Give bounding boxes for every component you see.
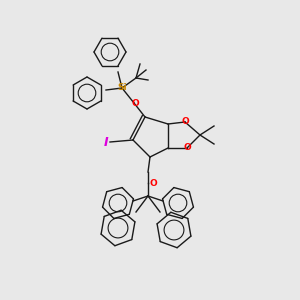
Text: O: O [183,143,191,152]
Text: I: I [104,136,108,148]
Text: Si: Si [117,83,127,92]
Text: O: O [131,98,139,107]
Text: O: O [181,118,189,127]
Text: O: O [149,178,157,188]
